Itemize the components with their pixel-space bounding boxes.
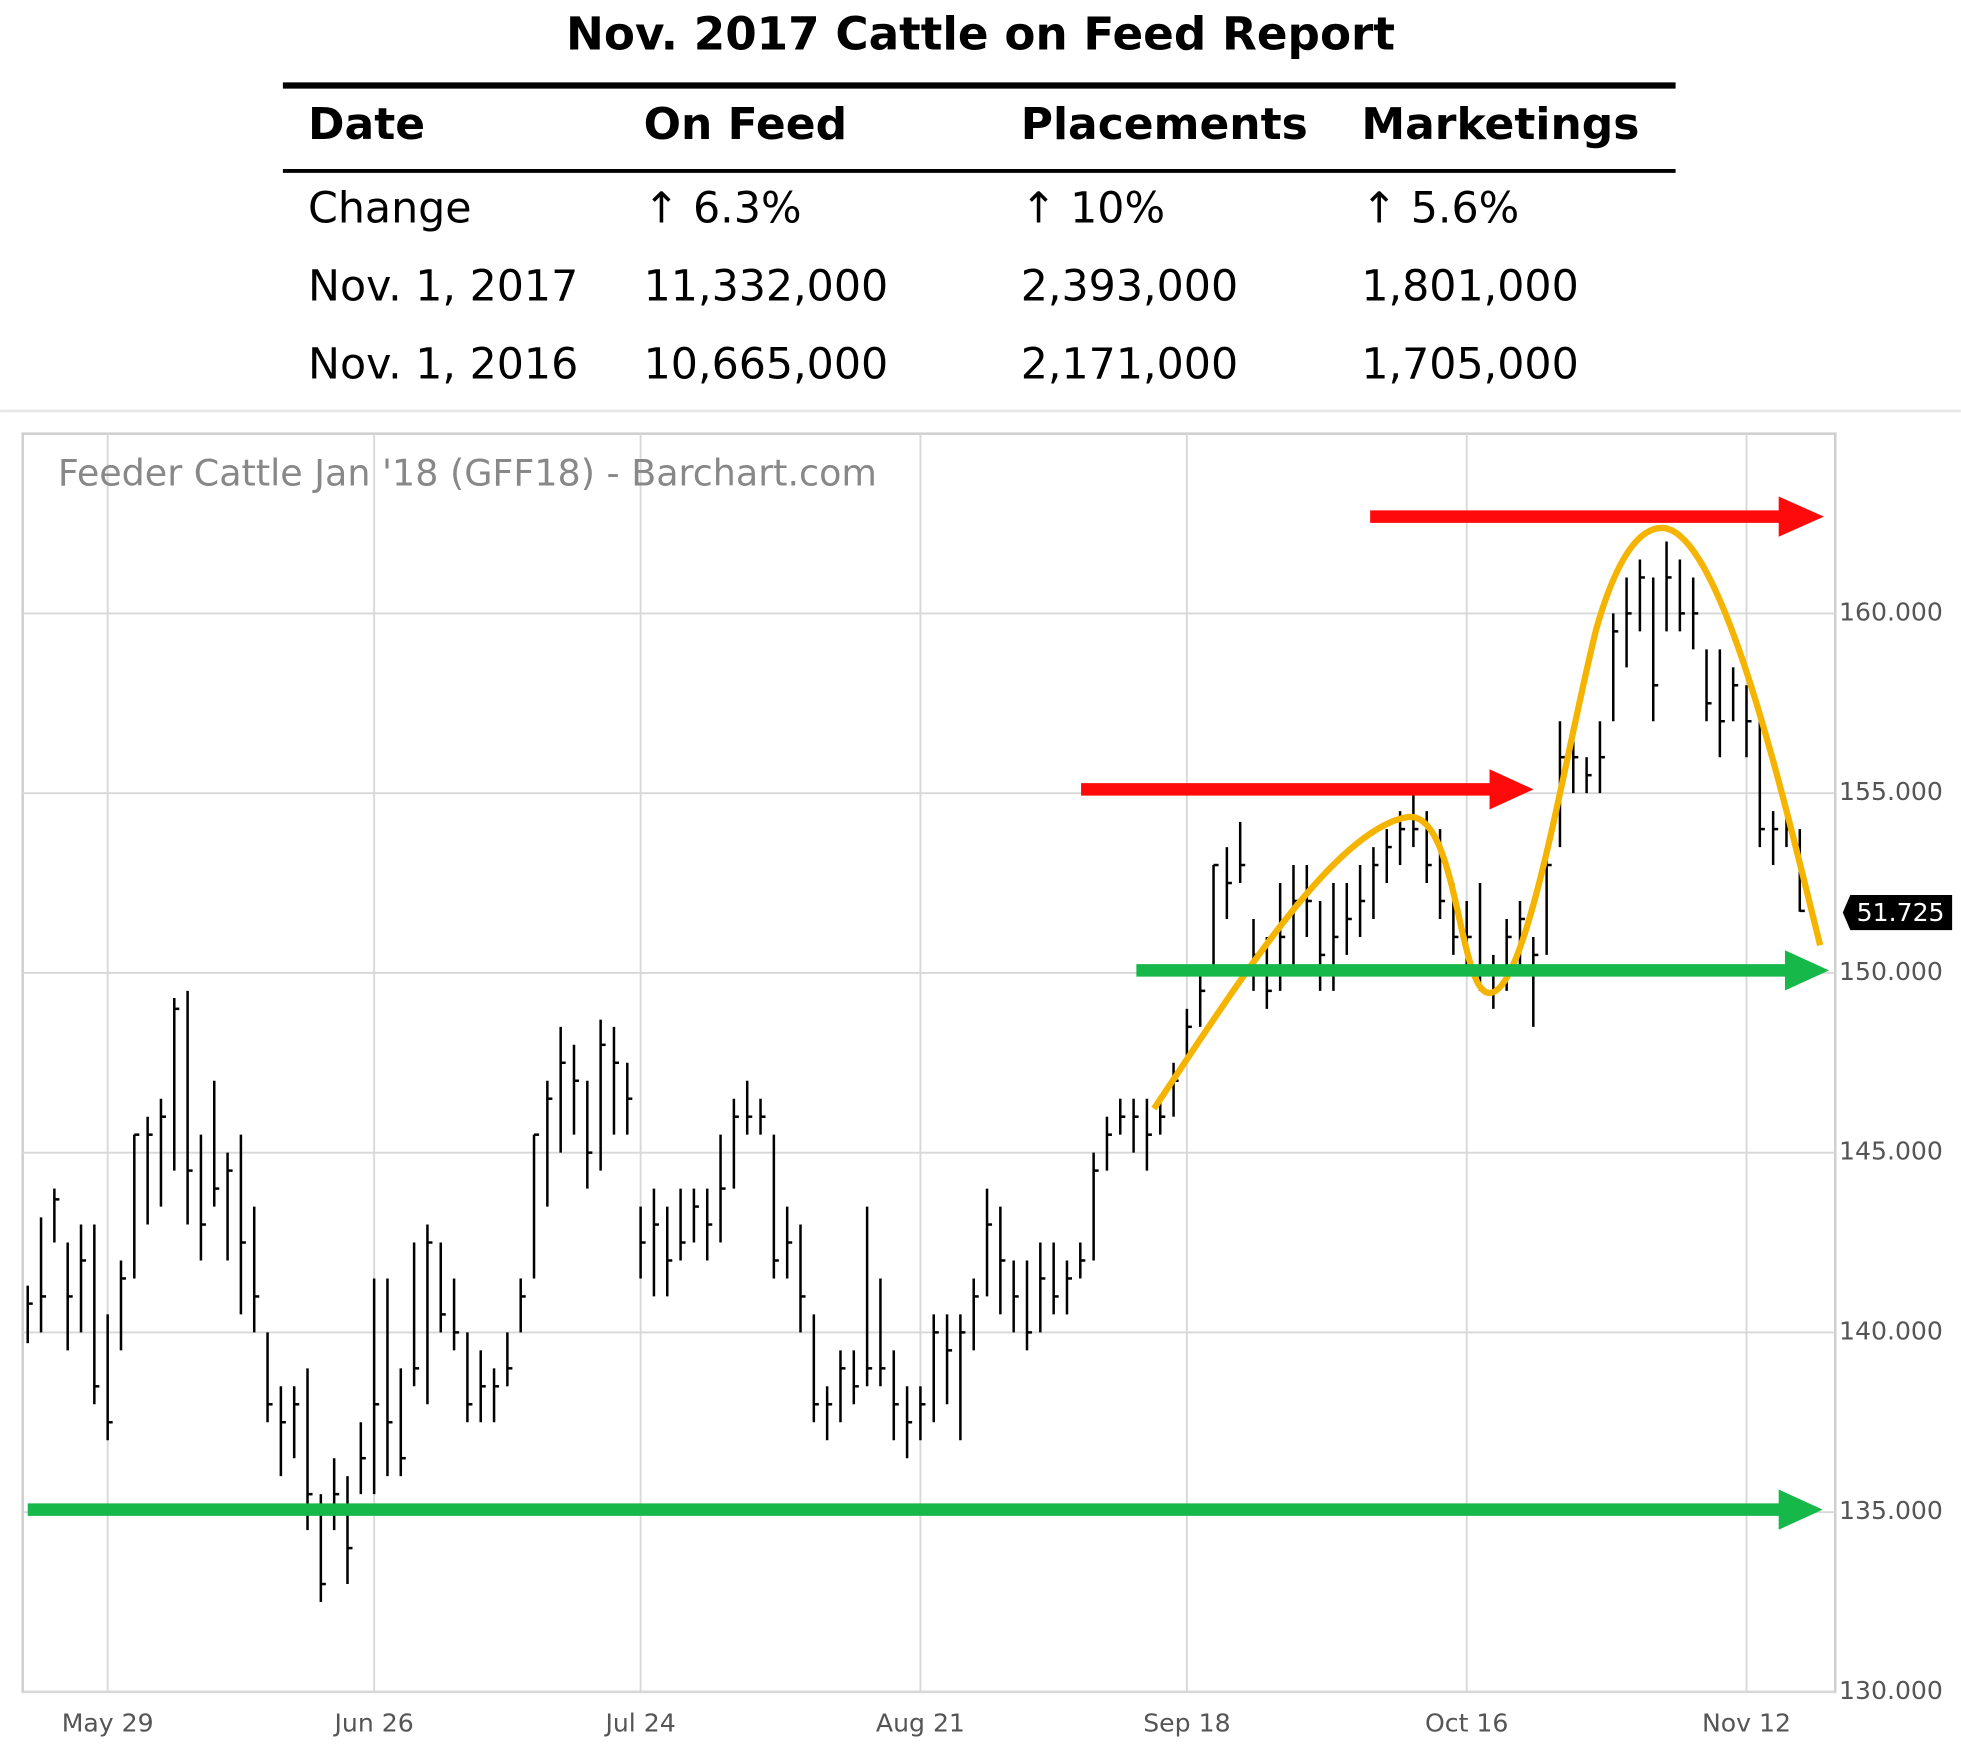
y-tick-label: 145.000 (1839, 1137, 1943, 1166)
table-cell: ↑ 6.3% (644, 184, 802, 234)
table-header: Date (308, 99, 425, 150)
bars (26, 541, 1805, 1603)
table-title: Nov. 2017 Cattle on Feed Report (566, 8, 1395, 61)
table-cell: ↑ 5.6% (1361, 184, 1519, 234)
x-tick-label: Sep 18 (1143, 1709, 1230, 1738)
plot-area (21, 432, 1837, 1694)
y-tick-label: 140.000 (1839, 1316, 1943, 1345)
last-price-label: 51.725 (1857, 898, 1945, 927)
table-cell: Nov. 1, 2016 (308, 340, 578, 390)
table-header: Placements (1021, 99, 1308, 150)
table-cell: 1,705,000 (1361, 340, 1578, 390)
table-cell: 2,171,000 (1021, 340, 1238, 390)
y-tick-label: 135.000 (1839, 1496, 1943, 1525)
table-header: On Feed (644, 99, 847, 150)
y-tick-label: 155.000 (1839, 777, 1943, 806)
x-tick-label: Jun 26 (333, 1709, 414, 1738)
last-price: 51.725 (1842, 894, 1953, 931)
table-cell: Nov. 1, 2017 (308, 262, 578, 312)
arrow-head (1778, 1489, 1823, 1530)
arrow-head (1784, 950, 1829, 991)
table-cell: Change (308, 184, 472, 234)
trend-curve (1151, 524, 1824, 1111)
x-tick-label: Oct 16 (1425, 1709, 1508, 1738)
arrow-head (1778, 496, 1824, 537)
table-cell: 10,665,000 (644, 340, 889, 390)
annotations (27, 496, 1829, 1530)
chart-title: Feeder Cattle Jan '18 (GFF18) - Barchart… (58, 452, 877, 495)
y-tick-label: 150.000 (1839, 957, 1943, 986)
x-tick-label: May 29 (62, 1709, 154, 1738)
x-tick-label: Nov 12 (1702, 1709, 1791, 1738)
last-price-box (1842, 894, 1953, 931)
y-tick-label: 160.000 (1839, 597, 1943, 626)
arrow-head (1489, 769, 1534, 810)
x-tick-label: Jul 24 (603, 1709, 675, 1738)
table-cell: ↑ 10% (1021, 184, 1165, 234)
table-cell: 2,393,000 (1021, 262, 1238, 312)
y-tick-label: 130.000 (1839, 1676, 1943, 1705)
x-tick-label: Aug 21 (876, 1709, 965, 1738)
table-cell: 1,801,000 (1361, 262, 1578, 312)
table-header: Marketings (1361, 99, 1639, 150)
table-cell: 11,332,000 (644, 262, 889, 312)
